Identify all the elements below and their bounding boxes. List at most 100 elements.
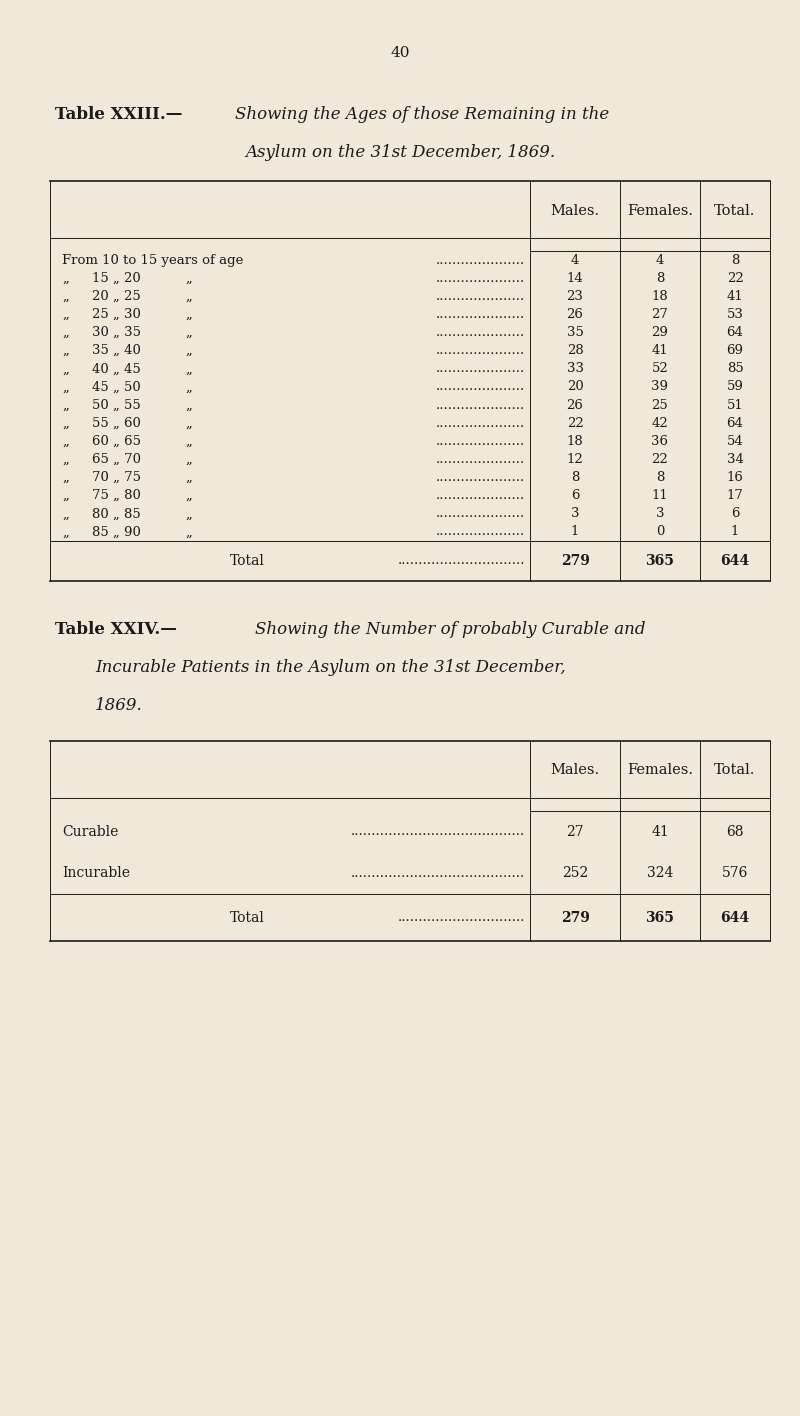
Text: Table XXIV.—: Table XXIV.—: [55, 622, 177, 639]
Text: .....................: .....................: [436, 472, 525, 484]
Text: Total.: Total.: [714, 204, 756, 218]
Text: 33: 33: [566, 362, 583, 375]
Text: 34: 34: [726, 453, 743, 466]
Text: 14: 14: [566, 272, 583, 285]
Text: „: „: [62, 362, 69, 375]
Text: From 10 to 15 years of age: From 10 to 15 years of age: [62, 253, 243, 266]
Text: ..............................: ..............................: [398, 910, 525, 925]
Text: 12: 12: [566, 453, 583, 466]
Text: 20: 20: [566, 381, 583, 394]
Text: Total.: Total.: [714, 762, 756, 776]
Text: „: „: [185, 326, 192, 338]
Text: Showing the Number of probably Curable and: Showing the Number of probably Curable a…: [255, 622, 646, 639]
Text: 42: 42: [652, 416, 668, 429]
Text: 3: 3: [656, 507, 664, 520]
Text: .....................: .....................: [436, 507, 525, 520]
Text: .....................: .....................: [436, 253, 525, 266]
Text: 28: 28: [566, 344, 583, 357]
Text: 41: 41: [652, 344, 668, 357]
Text: „: „: [185, 344, 192, 357]
Text: 644: 644: [721, 554, 750, 568]
Text: 22: 22: [566, 416, 583, 429]
Text: 576: 576: [722, 867, 748, 881]
Text: „: „: [62, 326, 69, 338]
Text: 75 „ 80: 75 „ 80: [92, 489, 141, 503]
Text: 1: 1: [571, 525, 579, 538]
Text: „: „: [185, 453, 192, 466]
Text: 8: 8: [656, 272, 664, 285]
Text: 52: 52: [652, 362, 668, 375]
Text: 45 „ 50: 45 „ 50: [92, 381, 141, 394]
Text: 30 „ 35: 30 „ 35: [92, 326, 141, 338]
Text: „: „: [62, 453, 69, 466]
Text: 22: 22: [652, 453, 668, 466]
Text: 41: 41: [651, 824, 669, 838]
Text: 279: 279: [561, 554, 590, 568]
Text: 40: 40: [390, 45, 410, 59]
Text: 35 „ 40: 35 „ 40: [92, 344, 141, 357]
Text: 68: 68: [726, 824, 744, 838]
Text: Males.: Males.: [550, 204, 599, 218]
Text: 65 „ 70: 65 „ 70: [92, 453, 141, 466]
Text: 51: 51: [726, 398, 743, 412]
Text: 54: 54: [726, 435, 743, 447]
Text: 26: 26: [566, 398, 583, 412]
Text: Curable: Curable: [62, 824, 118, 838]
Text: „: „: [185, 290, 192, 303]
Text: Males.: Males.: [550, 762, 599, 776]
Text: Females.: Females.: [627, 762, 693, 776]
Text: 26: 26: [566, 307, 583, 321]
Text: .....................: .....................: [436, 435, 525, 447]
Text: .....................: .....................: [436, 290, 525, 303]
Text: „: „: [62, 344, 69, 357]
Text: 80 „ 85: 80 „ 85: [92, 507, 141, 520]
Text: „: „: [62, 398, 69, 412]
Text: .....................: .....................: [436, 453, 525, 466]
Text: 64: 64: [726, 416, 743, 429]
Text: 8: 8: [656, 472, 664, 484]
Text: Total: Total: [230, 910, 265, 925]
Text: 69: 69: [726, 344, 743, 357]
Text: „: „: [185, 472, 192, 484]
Text: „: „: [185, 525, 192, 538]
Text: .....................: .....................: [436, 326, 525, 338]
Text: Incurable Patients in the Asylum on the 31st December,: Incurable Patients in the Asylum on the …: [95, 658, 566, 675]
Text: 644: 644: [721, 910, 750, 925]
Text: Asylum on the 31st December, 1869.: Asylum on the 31st December, 1869.: [245, 144, 555, 161]
Text: „: „: [185, 507, 192, 520]
Text: „: „: [185, 362, 192, 375]
Text: 365: 365: [646, 554, 674, 568]
Text: .....................: .....................: [436, 307, 525, 321]
Text: .....................: .....................: [436, 272, 525, 285]
Text: Females.: Females.: [627, 204, 693, 218]
Text: 4: 4: [656, 253, 664, 266]
Text: 11: 11: [652, 489, 668, 503]
Text: Incurable: Incurable: [62, 867, 130, 881]
Text: „: „: [62, 507, 69, 520]
Text: 27: 27: [566, 824, 584, 838]
Text: 40 „ 45: 40 „ 45: [92, 362, 141, 375]
Text: „: „: [185, 381, 192, 394]
Text: 17: 17: [726, 489, 743, 503]
Text: 1869.: 1869.: [95, 697, 142, 714]
Text: .....................: .....................: [436, 344, 525, 357]
Text: 365: 365: [646, 910, 674, 925]
Text: .....................: .....................: [436, 525, 525, 538]
Text: „: „: [185, 398, 192, 412]
Text: „: „: [62, 416, 69, 429]
Text: 25: 25: [652, 398, 668, 412]
Text: ..............................: ..............................: [398, 555, 525, 568]
Text: „: „: [185, 416, 192, 429]
Text: .....................: .....................: [436, 416, 525, 429]
Text: 6: 6: [570, 489, 579, 503]
Text: .....................: .....................: [436, 489, 525, 503]
Text: 39: 39: [651, 381, 669, 394]
Text: 252: 252: [562, 867, 588, 881]
Text: 3: 3: [570, 507, 579, 520]
Text: 85: 85: [726, 362, 743, 375]
Text: 23: 23: [566, 290, 583, 303]
Text: „: „: [62, 290, 69, 303]
Text: .....................: .....................: [436, 362, 525, 375]
Text: 50 „ 55: 50 „ 55: [92, 398, 141, 412]
Text: 15 „ 20: 15 „ 20: [92, 272, 141, 285]
